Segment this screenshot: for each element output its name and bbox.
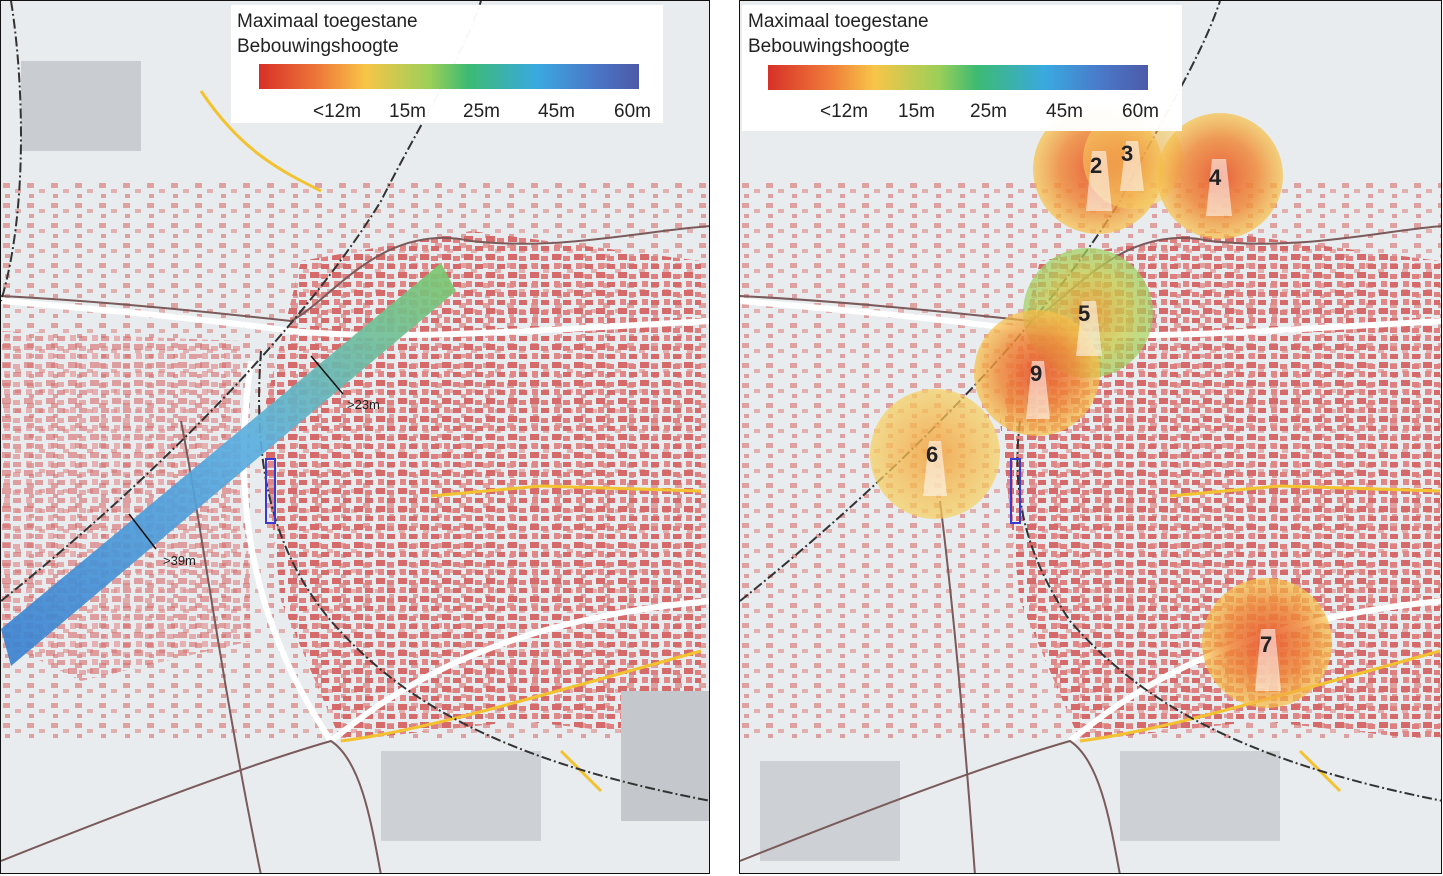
legend-title-line2: Bebouwingshoogte bbox=[237, 36, 399, 57]
city-center-buildings bbox=[261, 231, 701, 741]
legend-tick: 45m bbox=[1046, 101, 1083, 122]
legend-ticks: <12m 15m 25m 45m 60m bbox=[231, 101, 663, 125]
zone-markers bbox=[923, 141, 1281, 691]
legend-tick: 60m bbox=[1122, 101, 1159, 122]
dimension-line-23m bbox=[310, 355, 344, 395]
legend-tick: 25m bbox=[970, 101, 1007, 122]
dimension-line-39m bbox=[128, 513, 157, 550]
legend-tick: 25m bbox=[463, 101, 500, 122]
legend-tick: 15m bbox=[898, 101, 935, 122]
waterways bbox=[1, 225, 709, 873]
legend-gradient-bar bbox=[259, 64, 639, 89]
legend-tick: <12m bbox=[313, 101, 362, 122]
right-map-panel: 2 3 4 5 9 6 7 Maximaal toegestane Bebouw… bbox=[739, 0, 1442, 874]
legend-title: Maximaal toegestane Bebouwingshoogte bbox=[237, 9, 418, 59]
industrial-area bbox=[381, 751, 541, 841]
legend-tick: 60m bbox=[614, 101, 651, 122]
height-legend: Maximaal toegestane Bebouwingshoogte <12… bbox=[742, 5, 1182, 131]
industrial-area bbox=[760, 761, 900, 861]
railway bbox=[740, 1, 1441, 802]
corridor-label-23m: >23m bbox=[347, 397, 380, 412]
legend-gradient-bar bbox=[768, 65, 1148, 90]
zone-label-3: 3 bbox=[1121, 141, 1134, 166]
legend-tick: 15m bbox=[389, 101, 426, 122]
height-corridor bbox=[1, 263, 456, 666]
legend-ticks: <12m 15m 25m 45m 60m bbox=[742, 101, 1174, 125]
zone-label-6: 6 bbox=[926, 442, 939, 467]
legend-tick: <12m bbox=[820, 101, 869, 122]
left-map-panel: >23m >39m Maximaal toegestane Bebouwings… bbox=[0, 0, 710, 874]
yellow-roads bbox=[199, 90, 702, 793]
corridor-label-39m: >39m bbox=[163, 553, 196, 568]
zone-label-4: 4 bbox=[1209, 165, 1222, 190]
legend-title-line2: Bebouwingshoogte bbox=[748, 36, 910, 57]
industrial-area bbox=[21, 61, 141, 151]
legend-tick: 45m bbox=[538, 101, 575, 122]
right-map bbox=[740, 1, 1441, 873]
station-marker bbox=[265, 458, 276, 524]
legend-title-line1: Maximaal toegestane bbox=[237, 11, 418, 32]
zone-label-7: 7 bbox=[1260, 632, 1273, 657]
legend-title: Maximaal toegestane Bebouwingshoogte bbox=[748, 9, 929, 59]
roads bbox=[1, 298, 709, 744]
railway bbox=[1, 1, 709, 802]
industrial-area bbox=[621, 691, 709, 821]
legend-title-line1: Maximaal toegestane bbox=[748, 11, 929, 32]
zone-label-2: 2 bbox=[1090, 153, 1103, 178]
zone-label-9: 9 bbox=[1030, 361, 1043, 386]
station-marker bbox=[1010, 458, 1021, 524]
height-legend: Maximaal toegestane Bebouwingshoogte <12… bbox=[231, 5, 663, 123]
left-map bbox=[1, 1, 709, 873]
industrial-area bbox=[1120, 751, 1280, 841]
zone-label-5: 5 bbox=[1078, 301, 1091, 326]
